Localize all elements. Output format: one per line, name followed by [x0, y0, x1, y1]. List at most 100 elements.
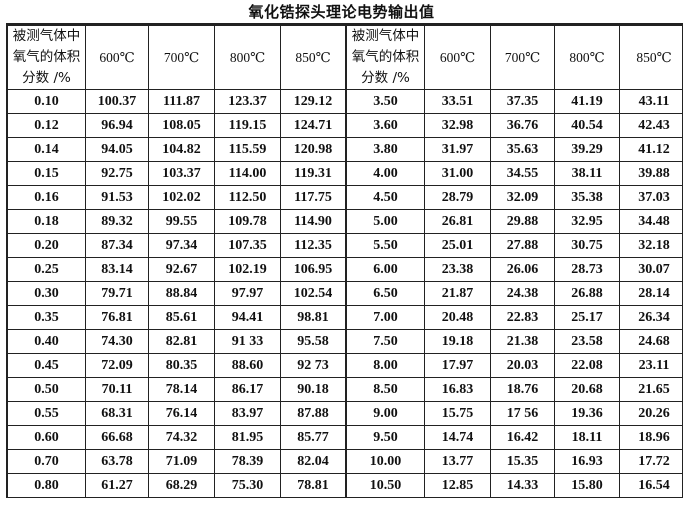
potential-cell: 95.58: [280, 329, 346, 354]
potential-cell: 123.37: [214, 89, 281, 114]
potential-cell: 87.34: [85, 233, 149, 258]
potential-cell: 34.55: [490, 161, 555, 186]
potential-cell: 17.72: [619, 449, 683, 474]
potential-cell: 15.80: [554, 473, 620, 498]
potential-cell: 40.54: [554, 113, 620, 138]
potential-cell: 80.35: [148, 353, 215, 378]
potential-cell: 97.97: [214, 281, 281, 306]
potential-cell: 20.26: [619, 401, 683, 426]
potential-cell: 91.53: [85, 185, 149, 210]
table-row: 7.00 20.48 22.83 25.17 26.34: [347, 305, 683, 330]
oxygen-fraction-cell: 0.45: [8, 353, 86, 378]
potential-cell: 35.38: [554, 185, 620, 210]
potential-cell: 107.35: [214, 233, 281, 258]
table-row: 8.50 16.83 18.76 20.68 21.65: [347, 377, 683, 402]
table-row: 0.35 76.81 85.61 94.41 98.81: [8, 305, 346, 330]
potential-cell: 26.81: [424, 209, 491, 234]
table-row: 0.16 91.53 102.02 112.50 117.75: [8, 185, 346, 210]
potential-cell: 99.55: [148, 209, 215, 234]
potential-cell: 102.54: [280, 281, 346, 306]
potential-cell: 20.03: [490, 353, 555, 378]
potential-cell: 109.78: [214, 209, 281, 234]
temperature-header: 850℃: [280, 25, 346, 90]
potential-cell: 32.98: [424, 113, 491, 138]
potential-cell: 88.60: [214, 353, 281, 378]
potential-cell: 117.75: [280, 185, 346, 210]
potential-cell: 129.12: [280, 89, 346, 114]
potential-cell: 19.18: [424, 329, 491, 354]
table-row: 0.60 66.68 74.32 81.95 85.77: [8, 425, 346, 450]
potential-cell: 24.68: [619, 329, 683, 354]
table-row: 5.00 26.81 29.88 32.95 34.48: [347, 209, 683, 234]
oxygen-fraction-header: 被测气体中 氧气的体积 分数 /%: [347, 25, 425, 90]
header-label-line: 被测气体中: [12, 28, 81, 44]
potential-cell: 96.94: [85, 113, 149, 138]
oxygen-fraction-cell: 0.14: [8, 137, 86, 162]
table-row: 0.25 83.14 92.67 102.19 106.95: [8, 257, 346, 282]
table-row: 4.50 28.79 32.09 35.38 37.03: [347, 185, 683, 210]
potential-cell: 39.88: [619, 161, 683, 186]
potential-cell: 20.68: [554, 377, 620, 402]
potential-cell: 92.67: [148, 257, 215, 282]
oxygen-fraction-cell: 8.00: [347, 353, 425, 378]
oxygen-fraction-cell: 4.50: [347, 185, 425, 210]
oxygen-fraction-cell: 7.00: [347, 305, 425, 330]
table-left: 被测气体中 氧气的体积 分数 /% 600℃ 700℃ 800℃ 850℃ 0.10 100.3…: [8, 25, 346, 498]
potential-cell: 103.37: [148, 161, 215, 186]
oxygen-fraction-cell: 4.00: [347, 161, 425, 186]
oxygen-fraction-cell: 3.50: [347, 89, 425, 114]
potential-cell: 94.41: [214, 305, 281, 330]
oxygen-fraction-cell: 0.15: [8, 161, 86, 186]
potential-cell: 68.29: [148, 473, 215, 498]
oxygen-fraction-cell: 10.00: [347, 449, 425, 474]
potential-cell: 106.95: [280, 257, 346, 282]
table-row: 7.50 19.18 21.38 23.58 24.68: [347, 329, 683, 354]
potential-cell: 79.71: [85, 281, 149, 306]
potential-cell: 16.83: [424, 377, 491, 402]
oxygen-fraction-cell: 0.16: [8, 185, 86, 210]
potential-cell: 89.32: [85, 209, 149, 234]
potential-cell: 111.87: [148, 89, 215, 114]
potential-cell: 92.75: [85, 161, 149, 186]
potential-cell: 28.73: [554, 257, 620, 282]
table-row: 0.18 89.32 99.55 109.78 114.90: [8, 209, 346, 234]
potential-cell: 114.00: [214, 161, 281, 186]
potential-cell: 26.34: [619, 305, 683, 330]
potential-cell: 21.87: [424, 281, 491, 306]
potential-cell: 23.58: [554, 329, 620, 354]
potential-cell: 37.03: [619, 185, 683, 210]
temperature-header: 850℃: [619, 25, 683, 90]
potential-cell: 22.08: [554, 353, 620, 378]
potential-cell: 61.27: [85, 473, 149, 498]
header-label-line: 被测气体中: [351, 28, 420, 44]
oxygen-fraction-cell: 6.00: [347, 257, 425, 282]
potential-cell: 83.97: [214, 401, 281, 426]
table-right: 被测气体中 氧气的体积 分数 /% 600℃ 700℃ 800℃ 850℃ 3.50 33.51…: [347, 25, 683, 498]
table-row: 0.70 63.78 71.09 78.39 82.04: [8, 449, 346, 474]
potential-cell: 119.31: [280, 161, 346, 186]
oxygen-fraction-cell: 0.40: [8, 329, 86, 354]
potential-cell: 86.17: [214, 377, 281, 402]
table-row: 5.50 25.01 27.88 30.75 32.18: [347, 233, 683, 258]
potential-cell: 15.75: [424, 401, 491, 426]
potential-cell: 76.14: [148, 401, 215, 426]
table-row: 9.50 14.74 16.42 18.11 18.96: [347, 425, 683, 450]
potential-cell: 18.76: [490, 377, 555, 402]
potential-cell: 14.33: [490, 473, 555, 498]
potential-cell: 30.07: [619, 257, 683, 282]
table-row: 3.60 32.98 36.76 40.54 42.43: [347, 113, 683, 138]
table-row: 6.50 21.87 24.38 26.88 28.14: [347, 281, 683, 306]
potential-cell: 90.18: [280, 377, 346, 402]
table-row: 0.15 92.75 103.37 114.00 119.31: [8, 161, 346, 186]
potential-cell: 92 73: [280, 353, 346, 378]
oxygen-fraction-cell: 0.55: [8, 401, 86, 426]
potential-cell: 41.19: [554, 89, 620, 114]
table-row: 3.80 31.97 35.63 39.29 41.12: [347, 137, 683, 162]
table-row: 8.00 17.97 20.03 22.08 23.11: [347, 353, 683, 378]
potential-cell: 85.61: [148, 305, 215, 330]
potential-cell: 39.29: [554, 137, 620, 162]
potential-cell: 112.50: [214, 185, 281, 210]
potential-cell: 112.35: [280, 233, 346, 258]
header-label-line: 分数 /%: [22, 70, 71, 86]
potential-cell: 74.32: [148, 425, 215, 450]
